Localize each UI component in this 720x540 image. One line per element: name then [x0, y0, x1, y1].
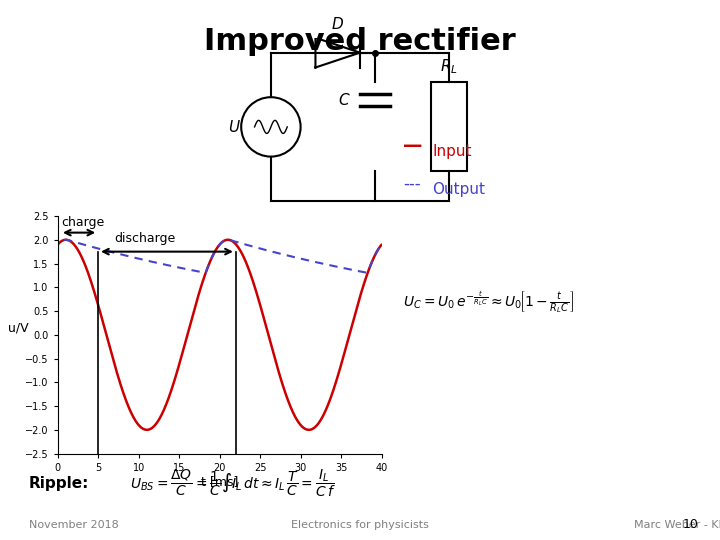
Text: Ripple:: Ripple:: [29, 476, 89, 491]
Y-axis label: u/V: u/V: [9, 322, 29, 335]
Text: $C$: $C$: [338, 92, 351, 108]
Text: 10: 10: [683, 518, 698, 531]
Text: $U$: $U$: [228, 119, 241, 135]
FancyBboxPatch shape: [431, 82, 467, 172]
Text: Marc Weber - KIT: Marc Weber - KIT: [634, 520, 720, 530]
Text: charge: charge: [62, 215, 105, 228]
Text: $U_C = U_0\,e^{-\frac{t}{R_L C}} \approx U_0\!\left[1 - \frac{t}{R_L C}\right]$: $U_C = U_0\,e^{-\frac{t}{R_L C}} \approx…: [403, 289, 575, 315]
Text: ---: ---: [403, 175, 420, 193]
Text: Input: Input: [432, 144, 472, 159]
X-axis label: t [ms]: t [ms]: [201, 475, 238, 488]
Text: $U_{BS} = \dfrac{\Delta Q}{C} = \dfrac{1}{C}\int I_L\,dt \approx I_L\,\dfrac{T}{: $U_{BS} = \dfrac{\Delta Q}{C} = \dfrac{1…: [130, 468, 336, 499]
Text: November 2018: November 2018: [29, 520, 119, 530]
Text: —: —: [403, 136, 423, 155]
Text: discharge: discharge: [114, 232, 176, 245]
Text: $D$: $D$: [331, 16, 344, 32]
Text: Output: Output: [432, 181, 485, 197]
Text: Improved rectifier: Improved rectifier: [204, 27, 516, 56]
Text: Electronics for physicists: Electronics for physicists: [291, 520, 429, 530]
Text: $R_L$: $R_L$: [440, 58, 458, 76]
